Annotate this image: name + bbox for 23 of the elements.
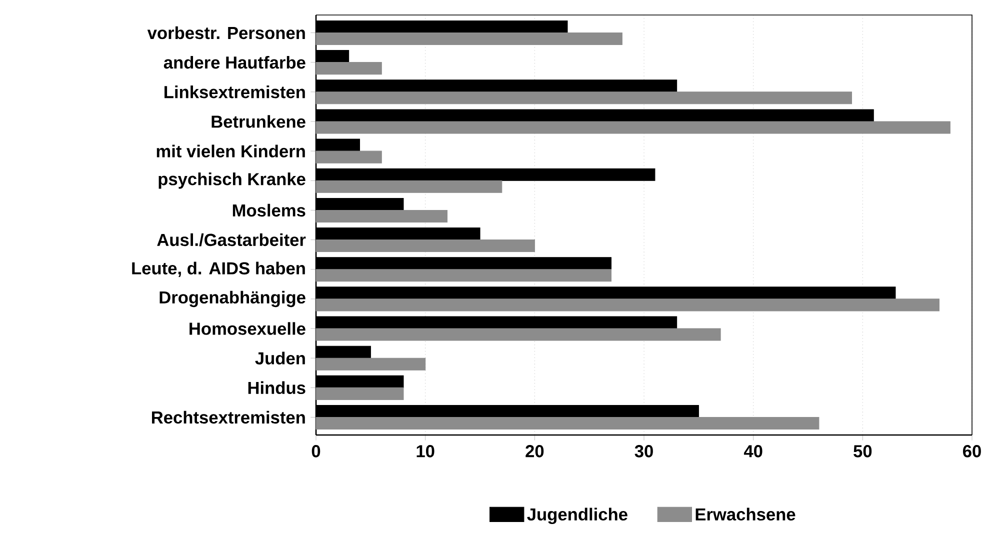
y-tick-label: Betrunkene <box>212 115 306 128</box>
x-tick-label: 30 <box>634 445 653 458</box>
y-tick-label: Leute, d. AIDS haben <box>132 262 305 277</box>
y-tick-label: vorbestr. Personen <box>147 26 305 40</box>
x-tick-label: 0 <box>312 445 320 458</box>
y-tick-label: Linksextremisten <box>164 86 305 98</box>
y-tick-label: Homosexuelle <box>190 322 306 335</box>
y-tick-label: psychisch Kranke <box>158 172 306 189</box>
legend-label: Erwachsene <box>696 508 796 521</box>
x-tick-label: 50 <box>854 445 872 458</box>
y-tick-label: Ausl./Gastarbeiter <box>157 233 306 246</box>
y-tick-label: Moslems <box>232 204 306 217</box>
y-tick-label: andere Hautfarbe <box>164 56 306 69</box>
x-tick-label: 60 <box>962 445 981 458</box>
y-tick-label: Drogenabhängige <box>160 290 306 308</box>
legend-label: Jugendliche <box>527 508 628 524</box>
y-tick-label: Hindus <box>248 381 306 394</box>
x-tick-label: 10 <box>416 445 434 458</box>
x-tick-label: 20 <box>526 445 544 458</box>
y-tick-label: mit vielen Kindern <box>156 144 305 158</box>
y-tick-label: Rechtsextremisten <box>152 410 305 424</box>
x-tick-label: 40 <box>744 445 762 458</box>
y-tick-label: Juden <box>255 352 305 364</box>
